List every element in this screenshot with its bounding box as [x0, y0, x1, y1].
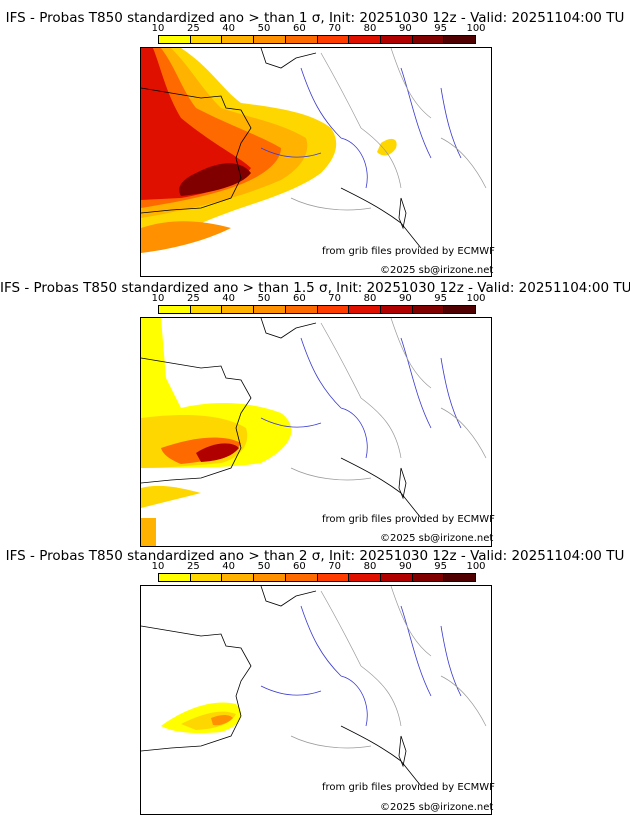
- colorbar-label: 80: [363, 561, 377, 572]
- colorbar-swatch: [254, 574, 286, 581]
- colorbar-label: 50: [257, 293, 271, 304]
- map-graphic: [141, 48, 487, 253]
- colorbar-label: 95: [434, 293, 448, 304]
- colorbar-swatch: [190, 574, 223, 581]
- colorbar-swatch: [222, 306, 255, 313]
- colorbar-label: 90: [398, 23, 412, 34]
- colorbar-label: 60: [292, 23, 306, 34]
- colorbar-label: 10: [151, 23, 165, 34]
- probability-map: [140, 47, 492, 277]
- colorbar-swatch: [380, 574, 413, 581]
- colorbar-swatch: [444, 36, 476, 43]
- colorbar-label: 50: [257, 561, 271, 572]
- colorbar-swatch: [285, 574, 318, 581]
- colorbar-label: 50: [257, 23, 271, 34]
- colorbar-swatch: [254, 306, 286, 313]
- colorbar-label: 10: [151, 561, 165, 572]
- colorbar-swatches: [158, 35, 476, 44]
- rivers: [260, 337, 462, 459]
- colorbar-label: 70: [328, 561, 342, 572]
- colorbar-label: 10: [151, 293, 165, 304]
- probability-map: [140, 317, 492, 547]
- colorbar-label: 60: [292, 293, 306, 304]
- colorbar-label: 70: [328, 23, 342, 34]
- colorbar-swatch: [159, 306, 191, 313]
- colorbar-label: 70: [328, 293, 342, 304]
- panel-title: IFS - Probas T850 standardized ano > tha…: [5, 10, 625, 26]
- panel-2: IFS - Probas T850 standardized ano > tha…: [0, 270, 630, 550]
- colorbar-swatch: [222, 574, 255, 581]
- probability-map: [140, 585, 492, 815]
- source-credit: from grib files provided by ECMWF: [322, 514, 495, 525]
- colorbar: 10 25 40 50 60 70 80 90 95 100: [152, 293, 486, 318]
- colorbar-label: 80: [363, 23, 377, 34]
- colorbar-swatch: [285, 306, 318, 313]
- colorbar-label: 100: [466, 561, 486, 572]
- colorbar-label: 40: [222, 561, 236, 572]
- colorbar-swatch: [349, 36, 381, 43]
- copyright-credit: ©2025 sb@irizone.net: [380, 802, 494, 813]
- borders: [290, 318, 487, 481]
- coastline: [141, 87, 252, 214]
- colorbar-swatch: [317, 574, 350, 581]
- colorbar-swatch: [349, 574, 381, 581]
- colorbar-label: 100: [466, 293, 486, 304]
- colorbar-swatch: [444, 306, 476, 313]
- colorbar-swatch: [285, 36, 318, 43]
- coastline: [141, 625, 252, 752]
- colorbar-label: 90: [398, 293, 412, 304]
- borders: [290, 48, 487, 211]
- colorbar-swatch: [317, 306, 350, 313]
- copyright-credit: ©2025 sb@irizone.net: [380, 533, 494, 544]
- colorbar-label: 80: [363, 293, 377, 304]
- colorbar-swatch: [412, 36, 445, 43]
- coastline: [141, 357, 252, 484]
- source-credit: from grib files provided by ECMWF: [322, 246, 495, 257]
- colorbar-swatch: [222, 36, 255, 43]
- panel-title: IFS - Probas T850 standardized ano > tha…: [5, 548, 625, 564]
- colorbar-swatch: [317, 36, 350, 43]
- colorbar-swatch: [349, 306, 381, 313]
- colorbar-swatch: [159, 574, 191, 581]
- colorbar-swatch: [190, 36, 223, 43]
- colorbar-label: 90: [398, 561, 412, 572]
- colorbar-swatch: [380, 36, 413, 43]
- colorbar-swatch: [190, 306, 223, 313]
- colorbar-label: 40: [222, 23, 236, 34]
- colorbar-swatches: [158, 573, 476, 582]
- map-graphic: [141, 586, 487, 787]
- colorbar: 10 25 40 50 60 70 80 90 95 100: [152, 561, 486, 586]
- colorbar-label: 100: [466, 23, 486, 34]
- colorbar-label: 95: [434, 561, 448, 572]
- panel-3: IFS - Probas T850 standardized ano > tha…: [0, 540, 630, 828]
- colorbar: 10 25 40 50 60 70 80 90 95 100: [152, 23, 486, 48]
- rivers: [260, 605, 462, 727]
- copyright-credit: ©2025 sb@irizone.net: [380, 265, 494, 276]
- map-graphic: [141, 318, 487, 546]
- colorbar-label: 25: [186, 561, 200, 572]
- colorbar-label: 95: [434, 23, 448, 34]
- rivers: [260, 67, 462, 189]
- source-credit: from grib files provided by ECMWF: [322, 782, 495, 793]
- colorbar-label: 25: [186, 23, 200, 34]
- panel-title: IFS - Probas T850 standardized ano > tha…: [0, 280, 630, 296]
- colorbar-swatch: [444, 574, 476, 581]
- panel-1: IFS - Probas T850 standardized ano > tha…: [0, 0, 630, 280]
- colorbar-swatch: [412, 574, 445, 581]
- colorbar-swatch: [412, 306, 445, 313]
- borders: [290, 586, 487, 749]
- colorbar-label: 25: [186, 293, 200, 304]
- colorbar-swatch: [159, 36, 191, 43]
- colorbar-swatch: [254, 36, 286, 43]
- colorbar-label: 60: [292, 561, 306, 572]
- colorbar-swatch: [380, 306, 413, 313]
- colorbar-label: 40: [222, 293, 236, 304]
- colorbar-swatches: [158, 305, 476, 314]
